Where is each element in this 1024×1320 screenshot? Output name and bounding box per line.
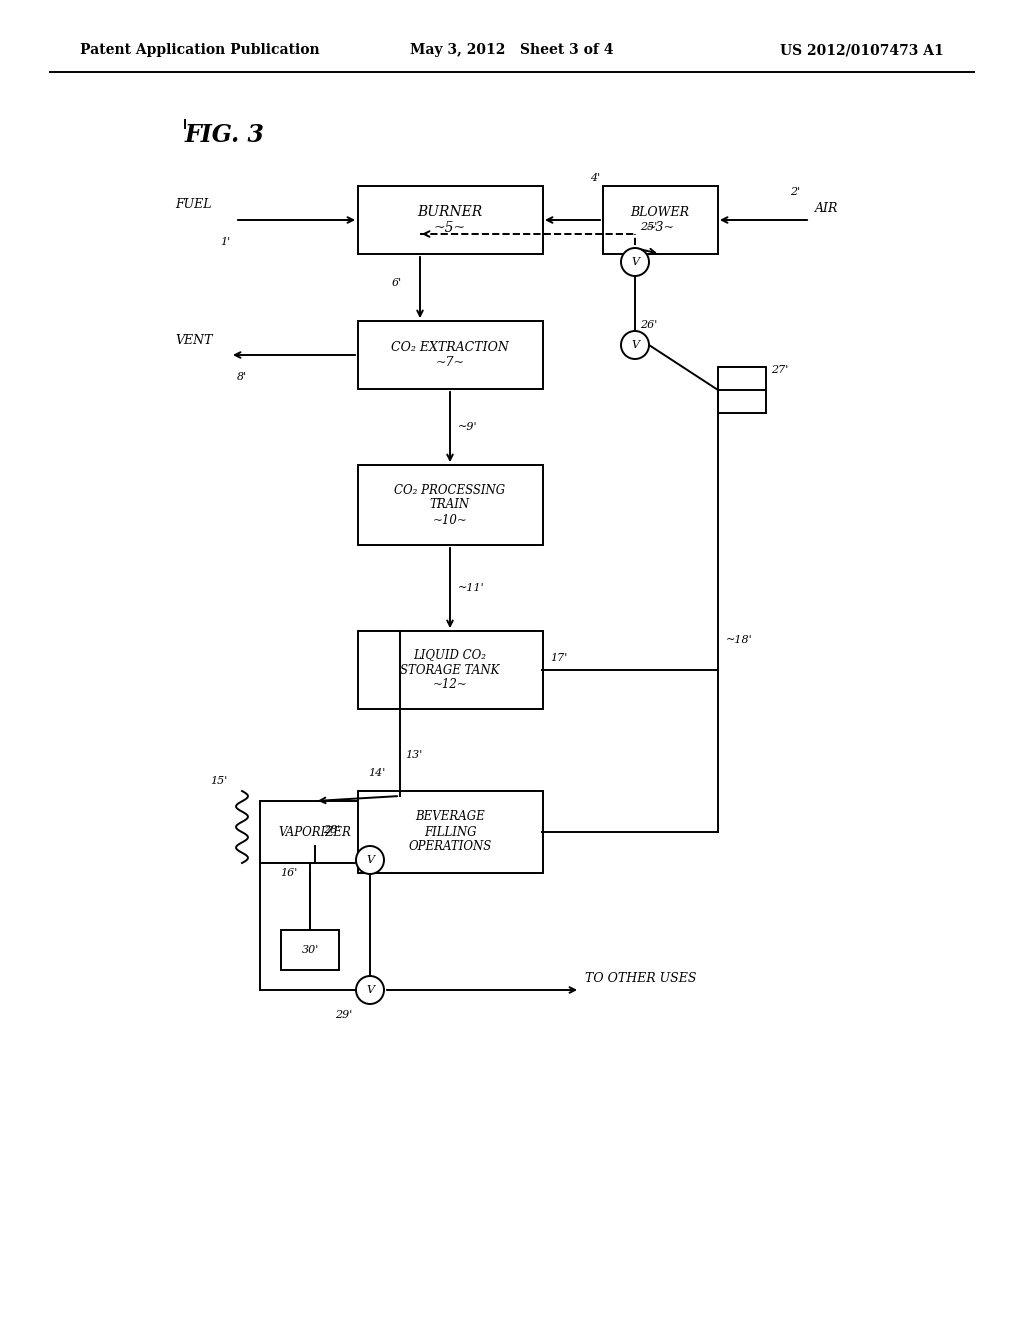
Text: 16': 16' [280,869,297,878]
Text: US 2012/0107473 A1: US 2012/0107473 A1 [780,44,944,57]
Text: 29': 29' [335,1010,352,1020]
Text: 2': 2' [790,187,800,197]
Text: 1': 1' [220,238,230,247]
Text: 27': 27' [771,366,788,375]
Text: CO₂ EXTRACTION
~7~: CO₂ EXTRACTION ~7~ [391,341,509,370]
Bar [357,465,543,545]
Text: V: V [631,341,639,350]
Text: VENT: VENT [175,334,213,347]
Text: ~11': ~11' [458,583,484,593]
Text: AIR: AIR [815,202,839,214]
Text: May 3, 2012   Sheet 3 of 4: May 3, 2012 Sheet 3 of 4 [411,44,613,57]
Text: CO₂ PROCESSING
TRAIN
~10~: CO₂ PROCESSING TRAIN ~10~ [394,483,506,527]
Bar [357,186,543,253]
Text: 8': 8' [237,372,247,381]
Text: 15': 15' [210,776,227,785]
Text: 30': 30' [301,945,318,954]
Text: FIG. 3: FIG. 3 [185,123,265,147]
Text: 14': 14' [368,768,385,777]
Text: 6': 6' [392,279,402,288]
Text: V: V [631,257,639,267]
Text: ~18': ~18' [726,635,753,645]
Text: V: V [366,855,374,865]
Text: 17': 17' [550,653,567,663]
Bar [357,321,543,389]
Bar [260,801,370,863]
Text: ~9': ~9' [458,422,477,432]
Text: VAPORIZER: VAPORIZER [279,825,351,838]
Text: 26': 26' [640,319,657,330]
Bar [718,367,766,413]
Text: 25': 25' [640,222,657,232]
Bar [357,631,543,709]
Text: LIQUID CO₂
STORAGE TANK
~12~: LIQUID CO₂ STORAGE TANK ~12~ [400,648,500,692]
Bar [602,186,718,253]
Text: V: V [366,985,374,995]
Text: 4': 4' [590,173,600,183]
Text: 13': 13' [406,750,422,760]
Circle shape [621,331,649,359]
Bar [281,931,339,970]
Text: FUEL: FUEL [175,198,212,211]
Circle shape [356,846,384,874]
Circle shape [621,248,649,276]
Circle shape [356,975,384,1005]
Text: Patent Application Publication: Patent Application Publication [80,44,319,57]
Text: BEVERAGE
FILLING
OPERATIONS: BEVERAGE FILLING OPERATIONS [409,810,492,854]
Text: 28': 28' [323,825,340,836]
Bar [357,791,543,873]
Text: BURNER
~5~: BURNER ~5~ [418,205,482,235]
Text: TO OTHER USES: TO OTHER USES [585,972,696,985]
Text: BLOWER
~3~: BLOWER ~3~ [631,206,689,234]
